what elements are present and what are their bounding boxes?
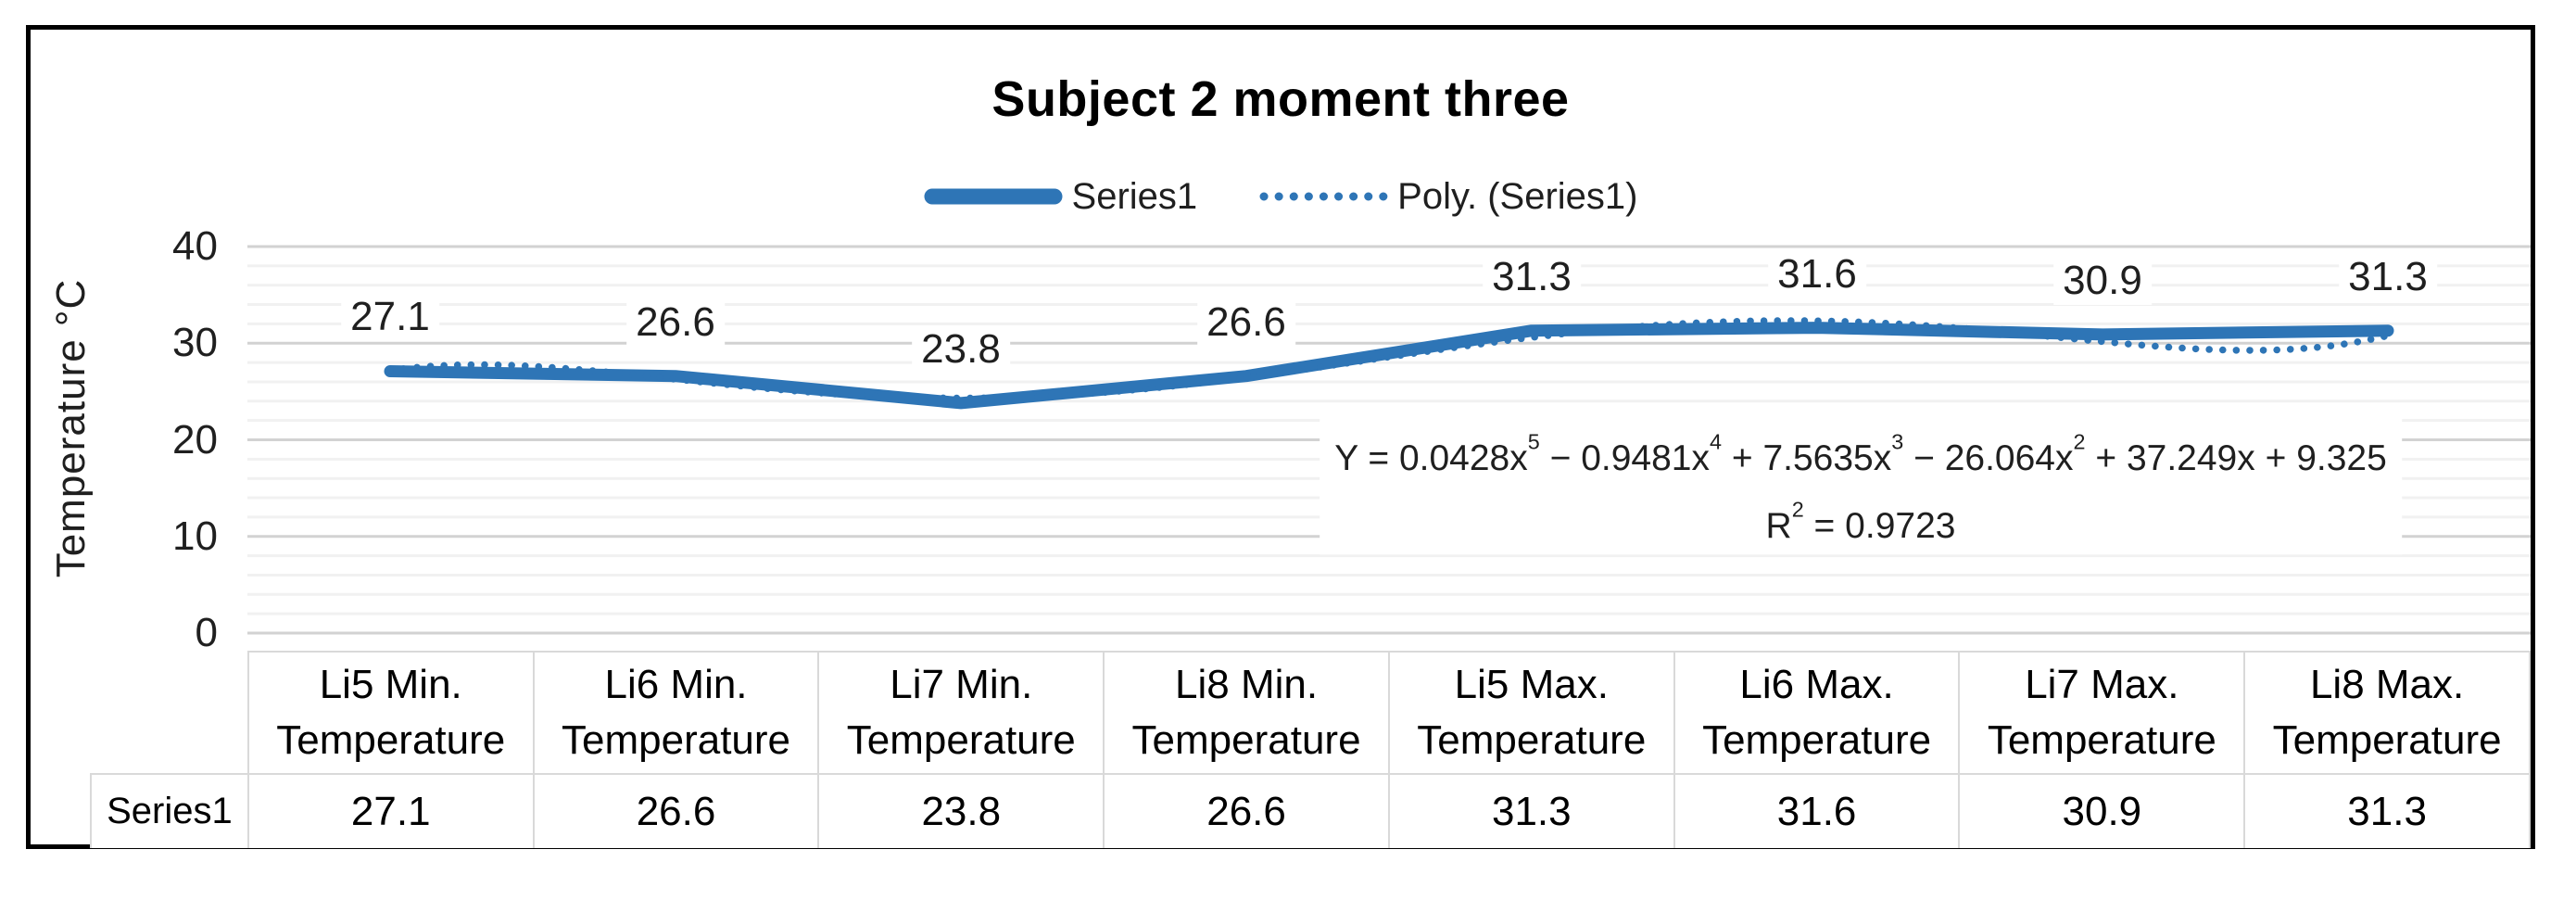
table-column-header: Li6 Max. Temperature bbox=[1673, 651, 1961, 775]
legend-item-poly: Poly. (Series1) bbox=[1258, 176, 1637, 218]
y-tick-label: 20 bbox=[172, 416, 218, 463]
trendline-equation: Y = 0.0428x5 − 0.9481x4 + 7.5635x3 − 26.… bbox=[1334, 429, 2387, 478]
table-value-cell: 26.6 bbox=[1103, 773, 1390, 848]
table-column-header: Li6 Min. Temperature bbox=[532, 651, 820, 775]
table-value-row: Series1 27.1 26.6 23.8 26.6 31.3 31.6 30.9 31.3 bbox=[90, 773, 2531, 848]
poly-dotted-line-swatch bbox=[1259, 192, 1389, 201]
legend-item-series1: Series1 bbox=[924, 175, 1198, 218]
poly-trendline bbox=[386, 317, 2392, 402]
table-column-header: Li7 Min. Temperature bbox=[817, 651, 1105, 775]
table-value-cell: 26.6 bbox=[532, 773, 820, 848]
table-header-row: Li5 Min. Temperature Li6 Min. Temperature Li… bbox=[91, 651, 2531, 775]
data-table: Li5 Min. Temperature Li6 Min. Temperature Li… bbox=[90, 651, 2531, 848]
table-column-header: Li8 Min. Temperature bbox=[1103, 651, 1390, 775]
series1-solid-line-swatch bbox=[924, 188, 1063, 205]
table-column-header: Li7 Max. Temperature bbox=[1958, 651, 2246, 775]
series1-line bbox=[384, 322, 2394, 410]
table-value-cell: 31.3 bbox=[2243, 773, 2531, 848]
table-value-cell: 31.6 bbox=[1673, 773, 1961, 848]
trendline-equation-box: Y = 0.0428x5 − 0.9481x4 + 7.5635x3 − 26.… bbox=[1320, 412, 2402, 555]
legend-series1-label: Series1 bbox=[1071, 175, 1198, 217]
table-value-cell: 23.8 bbox=[817, 773, 1105, 848]
chart-title: Subject 2 moment three bbox=[991, 71, 1570, 127]
table-corner-blank bbox=[91, 652, 248, 774]
table-row-header: Series1 bbox=[90, 773, 249, 848]
y-tick-label: 30 bbox=[172, 320, 218, 366]
legend: Series1 Poly. (Series1) bbox=[31, 171, 2531, 222]
r-squared-value: R2 = 0.9723 bbox=[1765, 497, 1956, 546]
y-tick-label: 40 bbox=[172, 223, 218, 269]
chart-frame: Subject 2 moment three Series1 Poly. (Se… bbox=[26, 25, 2535, 849]
table-column-header: Li8 Max. Temperature bbox=[2243, 651, 2531, 775]
table-column-header: Li5 Max. Temperature bbox=[1387, 651, 1675, 775]
y-tick-label: 10 bbox=[172, 513, 218, 559]
legend-poly-label: Poly. (Series1) bbox=[1397, 175, 1638, 217]
y-tick-label: 0 bbox=[195, 610, 218, 655]
chart-inner-area: Subject 2 moment three Series1 Poly. (Se… bbox=[31, 30, 2531, 848]
y-axis-title: Temperature °C bbox=[48, 278, 94, 578]
table-value-cell: 30.9 bbox=[1958, 773, 2246, 848]
table-column-header: Li5 Min. Temperature bbox=[246, 651, 535, 775]
table-value-cell: 31.3 bbox=[1387, 773, 1675, 848]
table-value-cell: 27.1 bbox=[246, 773, 535, 848]
